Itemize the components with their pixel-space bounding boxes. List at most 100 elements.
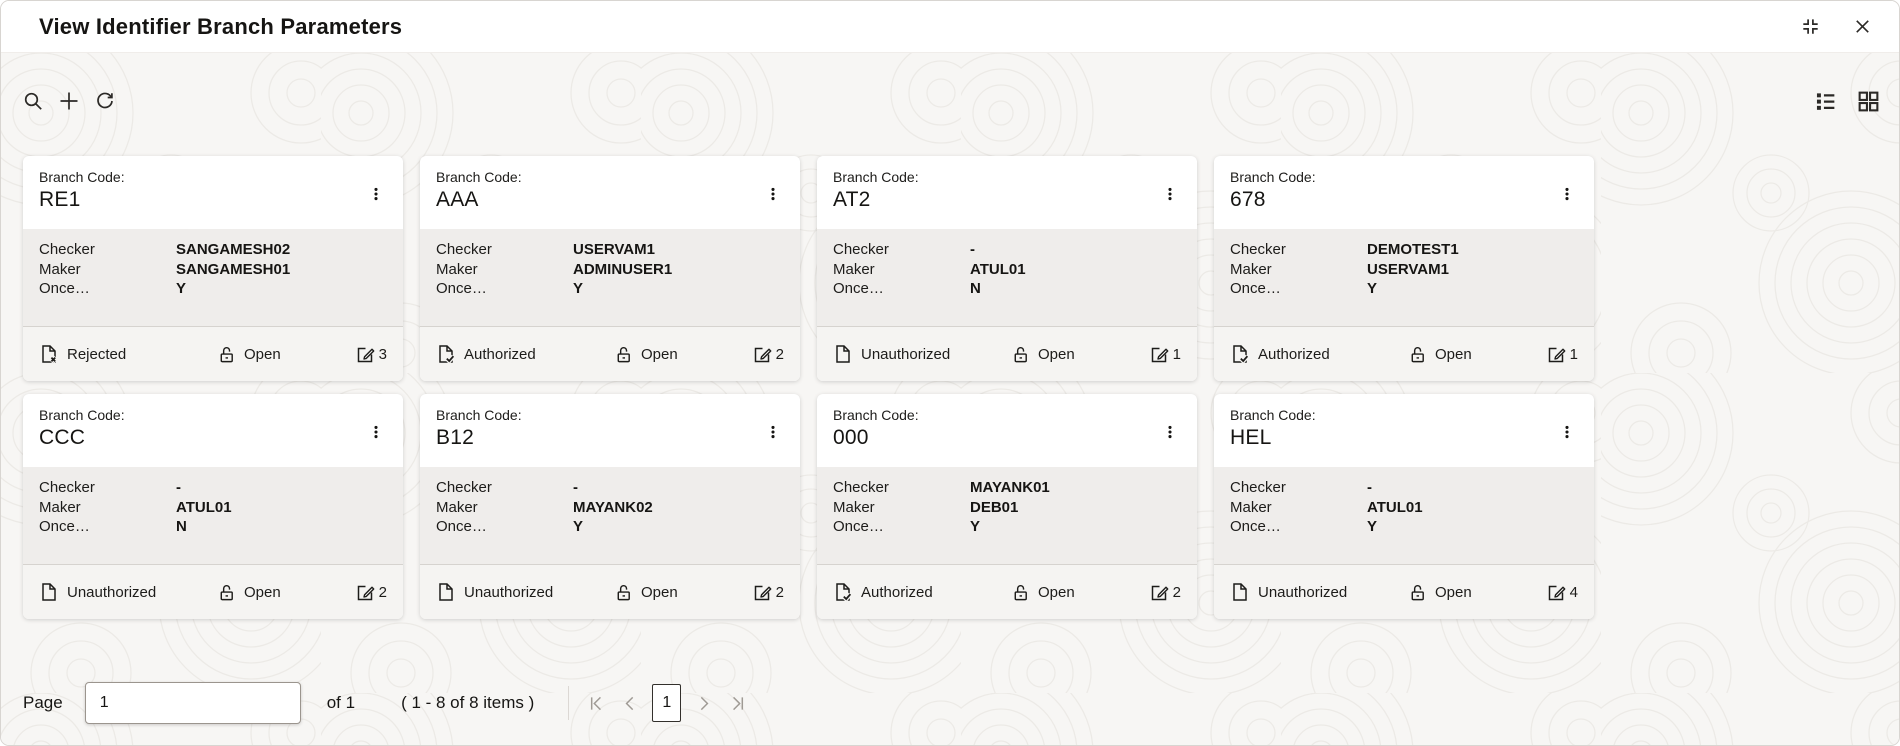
field-label: Maker: [436, 260, 478, 278]
kebab-menu-icon: [771, 187, 775, 201]
search-button[interactable]: [21, 89, 45, 113]
unlock-icon: [617, 346, 630, 362]
card-grid: Branch Code: RE1 Checker SANGAMESH02 Mak…: [23, 156, 1594, 619]
field-label: Once…: [833, 280, 884, 297]
authorization-status-label: Unauthorized: [1258, 583, 1348, 601]
branch-code-value: HEL: [1230, 426, 1272, 449]
modification-count: 3: [355, 344, 387, 364]
branch-card: Branch Code: RE1 Checker SANGAMESH02 Mak…: [23, 156, 403, 381]
close-icon: [1856, 20, 1869, 33]
authorization-status-label: Authorized: [1258, 345, 1330, 363]
card-actions-button[interactable]: [1157, 418, 1183, 446]
page-label: Page: [23, 693, 63, 712]
field-value: -: [573, 479, 578, 496]
field-value: SANGAMESH01: [176, 260, 291, 278]
card-footer: Unauthorized Open 2: [420, 564, 800, 619]
unlock-icon: [220, 584, 233, 600]
kebab-menu-icon: [1565, 425, 1569, 439]
unlock-icon: [1411, 346, 1424, 362]
branch-code-label: Branch Code:: [833, 169, 919, 185]
branch-code-label: Branch Code:: [436, 169, 522, 185]
card-actions-button[interactable]: [760, 180, 786, 208]
unauthorized-doc-icon: [439, 583, 453, 601]
card-body: Checker - Maker ATUL01 Once… N: [817, 229, 1197, 326]
field-label: Checker: [39, 241, 95, 258]
titlebar-controls: [1799, 15, 1873, 38]
card-actions-button[interactable]: [1554, 180, 1580, 208]
grid-view-button[interactable]: [1856, 89, 1881, 114]
field-label: Once…: [436, 280, 487, 297]
restore-window-icon: [1803, 19, 1818, 34]
branch-code-label: Branch Code:: [39, 169, 125, 185]
record-status: Open: [614, 583, 752, 602]
card-footer: Unauthorized Open 2: [23, 564, 403, 619]
field-value: USERVAM1: [573, 241, 655, 258]
add-button[interactable]: [57, 89, 81, 113]
card-body: Checker SANGAMESH02 Maker SANGAMESH01 On…: [23, 229, 403, 326]
authorized-doc-icon: [836, 583, 853, 602]
refresh-button[interactable]: [93, 89, 117, 113]
card-header: Branch Code: AT2: [817, 156, 1197, 229]
card-actions-button[interactable]: [760, 418, 786, 446]
field-value: -: [970, 241, 975, 258]
first-page-icon: [590, 696, 601, 710]
branch-code-label: Branch Code:: [39, 407, 125, 423]
card-body: Checker - Maker MAYANK02 Once… Y: [420, 467, 800, 564]
card-actions-button[interactable]: [363, 418, 389, 446]
unauthorized-doc-icon: [1233, 583, 1247, 601]
field-value: Y: [573, 280, 584, 297]
branch-card: Branch Code: CCC Checker - Maker ATUL01 …: [23, 394, 403, 619]
modification-count-value: 2: [1172, 583, 1181, 601]
record-status-label: Open: [1435, 583, 1472, 601]
modification-count-value: 1: [1172, 345, 1181, 363]
list-view-icon: [1816, 93, 1835, 110]
next-page-button[interactable]: [686, 683, 720, 723]
items-summary: ( 1 - 8 of 8 items ): [401, 693, 535, 712]
modification-count: 2: [355, 582, 387, 602]
card-actions-button[interactable]: [1157, 180, 1183, 208]
field-label: Once…: [1230, 280, 1281, 297]
next-page-icon: [700, 696, 709, 710]
branch-card: Branch Code: B12 Checker - Maker MAYANK0…: [420, 394, 800, 619]
authorized-doc-icon: [1233, 345, 1250, 364]
pagination-nav: 1: [579, 683, 754, 723]
record-status: Open: [217, 345, 355, 364]
record-status-label: Open: [641, 583, 678, 601]
field-value: DEB01: [970, 498, 1019, 516]
card-footer: Authorized Open 2: [420, 326, 800, 381]
record-status-label: Open: [1038, 583, 1075, 601]
view-toggle: [1813, 89, 1881, 114]
page-number-input[interactable]: [84, 682, 301, 724]
card-header: Branch Code: 678: [1214, 156, 1594, 229]
current-page-button[interactable]: 1: [652, 684, 682, 722]
grid-view-icon: [1858, 91, 1879, 112]
field-value: N: [176, 518, 187, 535]
card-actions-button[interactable]: [363, 180, 389, 208]
field-value: SANGAMESH02: [176, 241, 291, 258]
branch-code-value: 678: [1230, 188, 1266, 211]
kebab-menu-icon: [374, 425, 378, 439]
last-page-button[interactable]: [720, 683, 754, 723]
close-button[interactable]: [1852, 16, 1873, 37]
record-status-label: Open: [244, 583, 281, 601]
branch-card: Branch Code: 000 Checker MAYANK01 Maker …: [817, 394, 1197, 619]
kebab-menu-icon: [1168, 187, 1172, 201]
first-page-button[interactable]: [579, 683, 613, 723]
last-page-icon: [732, 696, 743, 710]
page-title: View Identifier Branch Parameters: [39, 13, 403, 39]
previous-page-button[interactable]: [613, 683, 647, 723]
field-label: Checker: [436, 479, 492, 496]
modification-count-value: 1: [1569, 345, 1578, 363]
authorization-status-label: Unauthorized: [464, 583, 554, 601]
card-header: Branch Code: AAA: [420, 156, 800, 229]
branch-code-label: Branch Code:: [1230, 169, 1316, 185]
field-value: ATUL01: [1367, 498, 1423, 516]
page-of-label: of 1: [326, 693, 356, 712]
card-actions-button[interactable]: [1554, 418, 1580, 446]
card-header: Branch Code: CCC: [23, 394, 403, 467]
list-view-button[interactable]: [1813, 89, 1838, 114]
restore-window-button[interactable]: [1799, 15, 1822, 38]
record-status: Open: [1011, 345, 1149, 364]
field-label: Checker: [833, 479, 889, 496]
